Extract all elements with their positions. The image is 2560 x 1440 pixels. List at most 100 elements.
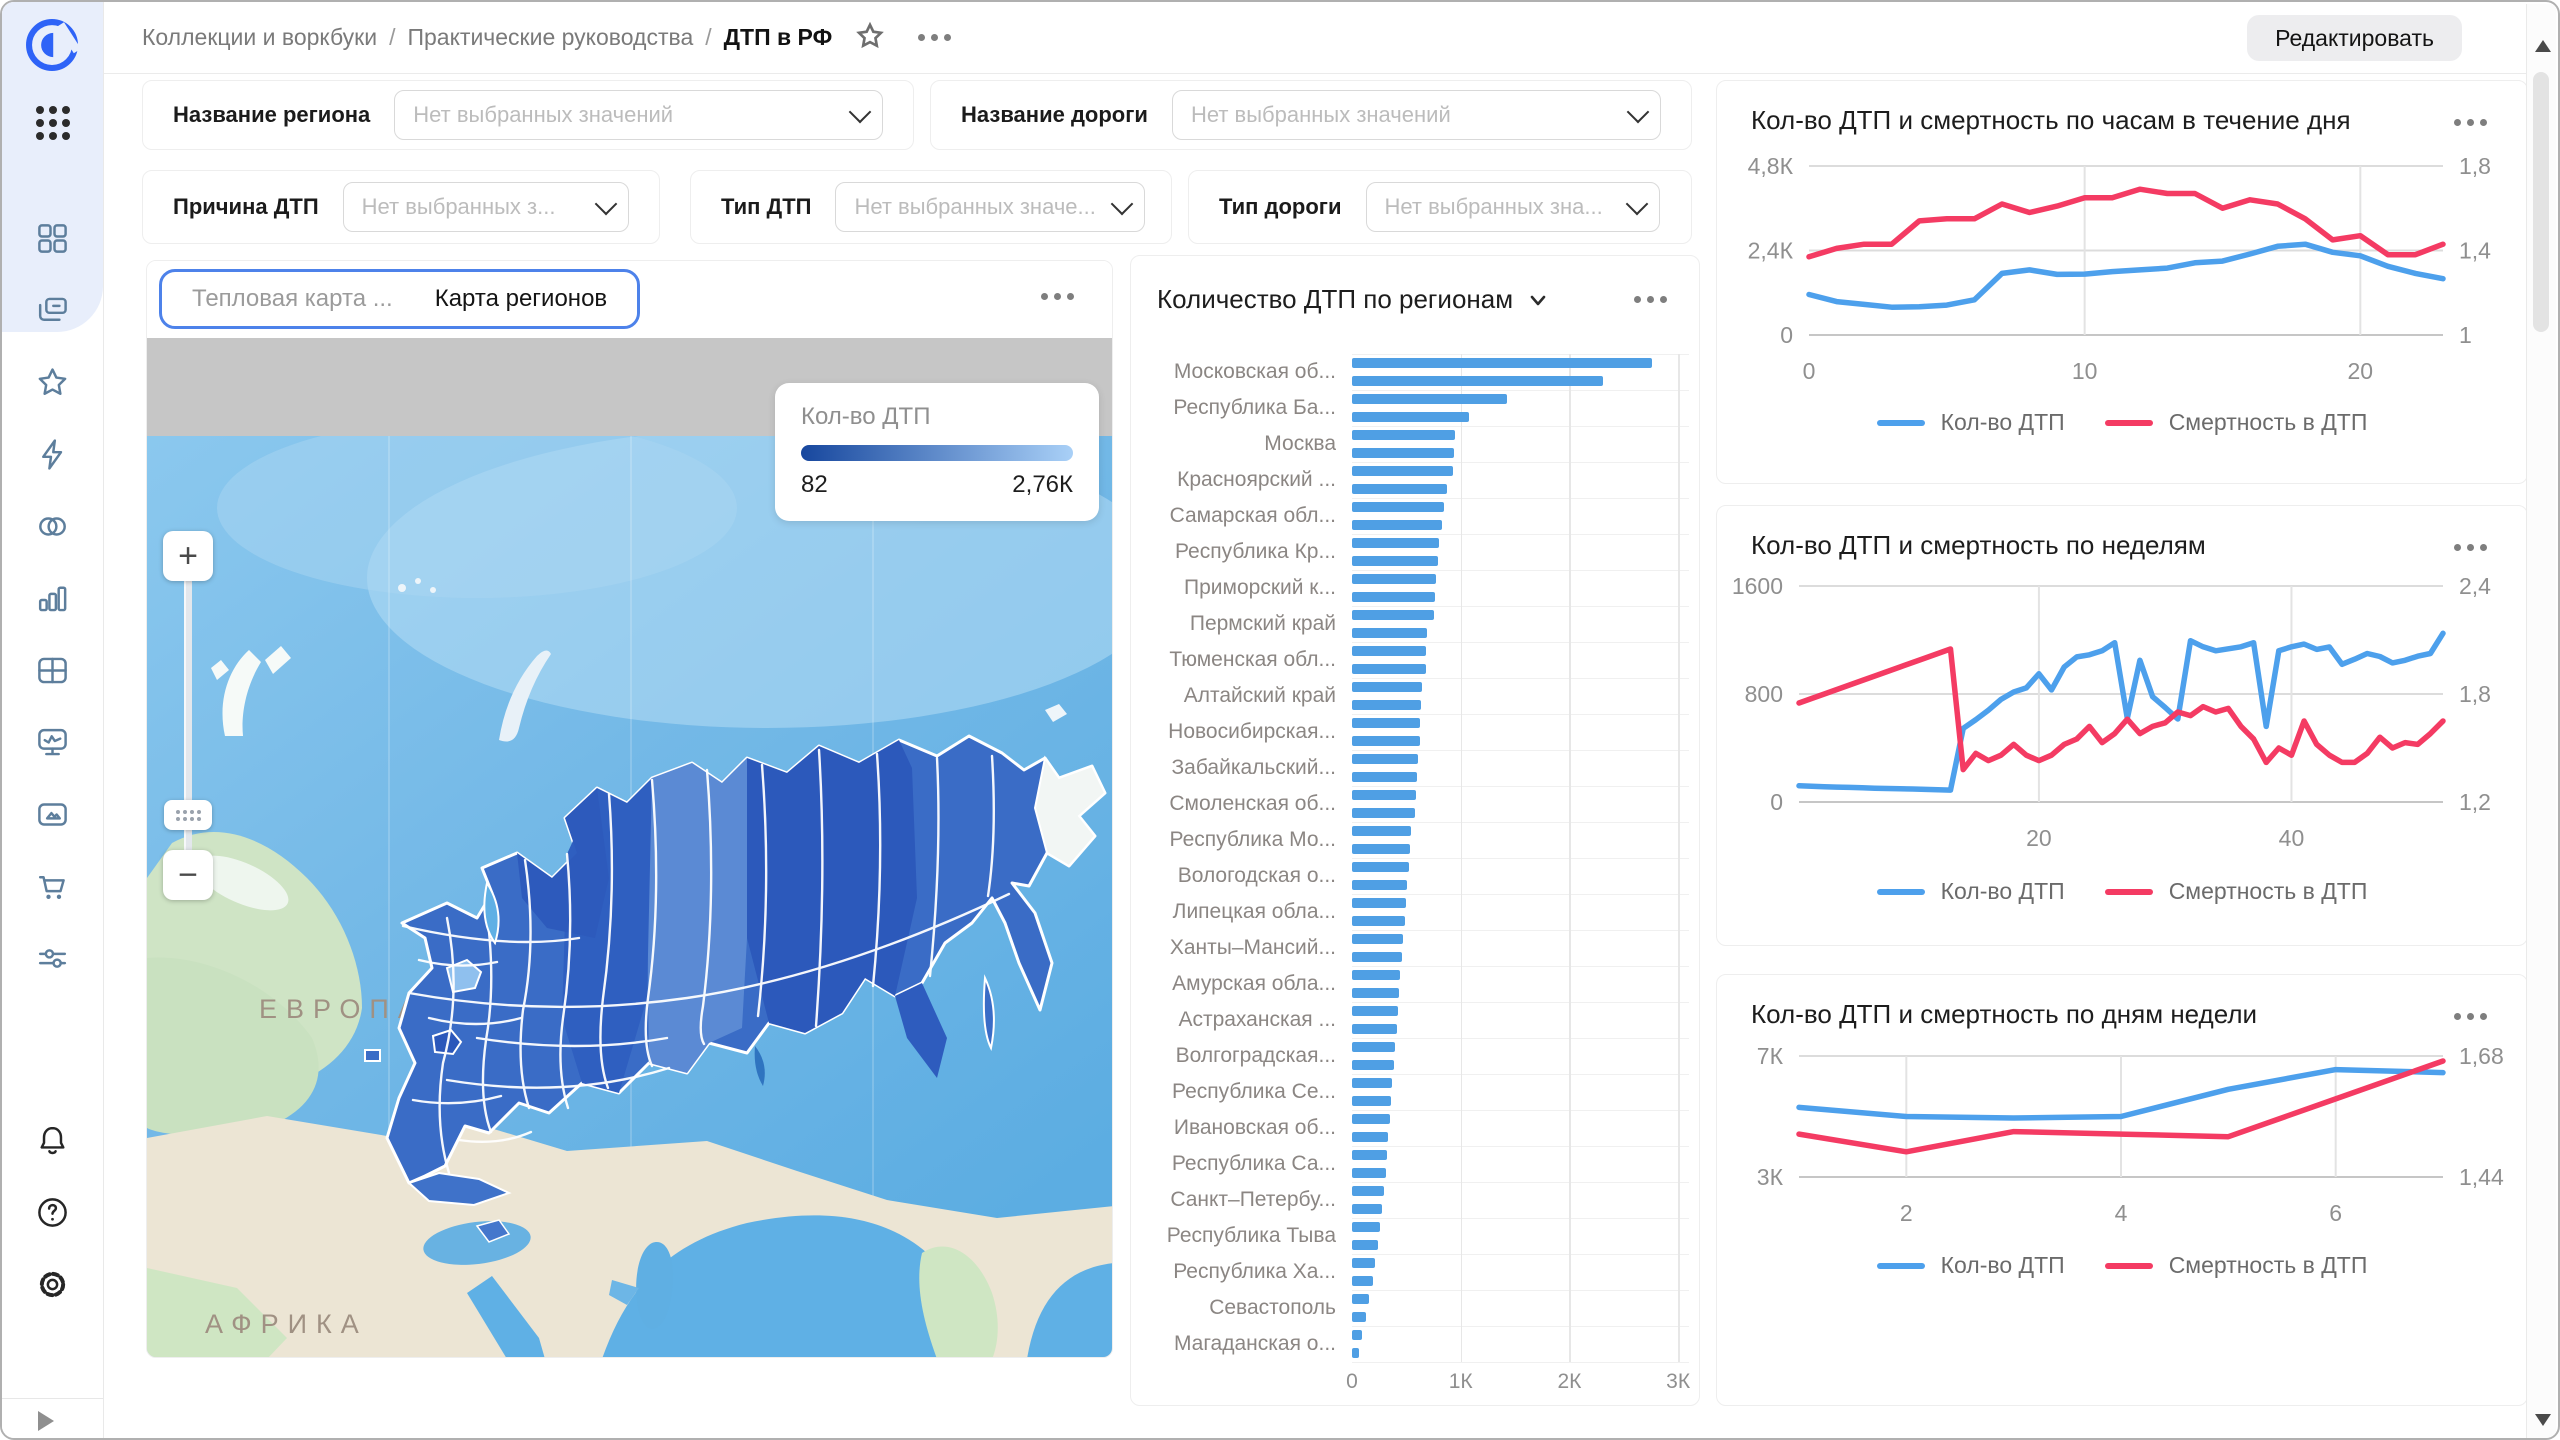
- bar[interactable]: [1352, 502, 1445, 512]
- hours-chart-more-menu[interactable]: [2448, 113, 2493, 132]
- bar[interactable]: [1352, 1348, 1359, 1358]
- legend-item[interactable]: Смертность в ДТП: [2104, 878, 2367, 905]
- breadcrumb-collections[interactable]: Коллекции и воркбуки: [142, 24, 378, 50]
- bar[interactable]: [1352, 880, 1408, 890]
- map-zoom-slider[interactable]: [184, 578, 192, 854]
- bar[interactable]: [1352, 394, 1508, 404]
- bar[interactable]: [1352, 1150, 1387, 1160]
- map-zoom-out-button[interactable]: −: [163, 850, 213, 900]
- legend-item[interactable]: Смертность в ДТП: [2104, 1252, 2367, 1279]
- bar[interactable]: [1352, 574, 1436, 584]
- scroll-down-icon[interactable]: [2535, 1414, 2551, 1426]
- sidebar-item-collections[interactable]: [2, 274, 103, 346]
- bar[interactable]: [1352, 466, 1454, 476]
- bar-chart-more-menu[interactable]: [1628, 290, 1673, 309]
- filter-region-select[interactable]: Нет выбранных значений: [394, 90, 883, 140]
- bar[interactable]: [1352, 1294, 1370, 1304]
- bar[interactable]: [1352, 1096, 1392, 1106]
- legend-item[interactable]: Кол-во ДТП: [1876, 409, 2065, 436]
- bar[interactable]: [1352, 430, 1455, 440]
- bar[interactable]: [1352, 1168, 1386, 1178]
- legend-item[interactable]: Смертность в ДТП: [2104, 409, 2367, 436]
- bar[interactable]: [1352, 1078, 1393, 1088]
- tab-heatmap[interactable]: Тепловая карта ...: [192, 285, 393, 312]
- weeks-chart-more-menu[interactable]: [2448, 538, 2493, 557]
- sidebar-item-services[interactable]: [2, 922, 103, 994]
- bar[interactable]: [1352, 1060, 1394, 1070]
- bar[interactable]: [1352, 358, 1653, 368]
- bar[interactable]: [1352, 1276, 1373, 1286]
- sidebar-item-connections[interactable]: [2, 418, 103, 490]
- bar[interactable]: [1352, 1240, 1379, 1250]
- bar[interactable]: [1352, 808, 1416, 818]
- bar[interactable]: [1352, 826, 1411, 836]
- bar[interactable]: [1352, 862, 1409, 872]
- filter-accident-type-select[interactable]: Нет выбранных значе...: [835, 182, 1145, 232]
- bar[interactable]: [1352, 682, 1422, 692]
- datalens-logo[interactable]: [23, 16, 81, 74]
- bar[interactable]: [1352, 934, 1404, 944]
- bar[interactable]: [1352, 1186, 1385, 1196]
- bar[interactable]: [1352, 376, 1604, 386]
- bar[interactable]: [1352, 412, 1470, 422]
- bar[interactable]: [1352, 988, 1399, 998]
- bar[interactable]: [1352, 664, 1426, 674]
- edit-button[interactable]: Редактировать: [2247, 15, 2462, 61]
- bar[interactable]: [1352, 484, 1447, 494]
- apps-grid-icon[interactable]: [32, 102, 74, 144]
- bar[interactable]: [1352, 646, 1427, 656]
- bar[interactable]: [1352, 556, 1438, 566]
- chevron-down-icon[interactable]: [1527, 289, 1549, 311]
- map-more-menu[interactable]: [1035, 287, 1080, 306]
- settings-button[interactable]: [2, 1248, 103, 1320]
- bar[interactable]: [1352, 754, 1419, 764]
- filter-road-type-select[interactable]: Нет выбранных зна...: [1365, 182, 1660, 232]
- filter-cause-select[interactable]: Нет выбранных з...: [342, 182, 629, 232]
- bar[interactable]: [1352, 610, 1435, 620]
- bar[interactable]: [1352, 448, 1455, 458]
- tab-regions-map[interactable]: Карта регионов: [434, 285, 608, 312]
- bar[interactable]: [1352, 1006, 1398, 1016]
- bar[interactable]: [1352, 1042, 1395, 1052]
- bar[interactable]: [1352, 952, 1402, 962]
- sidebar-item-gallery[interactable]: [2, 778, 103, 850]
- bar[interactable]: [1352, 736, 1420, 746]
- bar[interactable]: [1352, 1312, 1367, 1322]
- sidebar-item-datasets[interactable]: [2, 490, 103, 562]
- bar[interactable]: [1352, 1222, 1381, 1232]
- map-zoom-in-button[interactable]: +: [163, 531, 213, 581]
- bar[interactable]: [1352, 970, 1400, 980]
- bar[interactable]: [1352, 700, 1422, 710]
- map-zoom-handle[interactable]: [164, 800, 212, 830]
- sidebar-item-charts[interactable]: [2, 562, 103, 634]
- bar[interactable]: [1352, 844, 1410, 854]
- header-more-menu[interactable]: [912, 28, 957, 47]
- expand-sidebar-icon[interactable]: [38, 1410, 54, 1431]
- bar[interactable]: [1352, 520, 1443, 530]
- bar[interactable]: [1352, 1204, 1383, 1214]
- help-button[interactable]: [2, 1176, 103, 1248]
- weekdays-chart-more-menu[interactable]: [2448, 1007, 2493, 1026]
- bar[interactable]: [1352, 628, 1427, 638]
- sidebar-item-tables[interactable]: [2, 634, 103, 706]
- breadcrumb-guides[interactable]: Практические руководства: [407, 24, 694, 50]
- scroll-up-icon[interactable]: [2535, 40, 2551, 52]
- bar[interactable]: [1352, 1258, 1376, 1268]
- bar[interactable]: [1352, 718, 1421, 728]
- filter-road-select[interactable]: Нет выбранных значений: [1171, 90, 1661, 140]
- legend-item[interactable]: Кол-во ДТП: [1876, 878, 2065, 905]
- sidebar-item-favorites[interactable]: [2, 346, 103, 418]
- sidebar-item-widgets[interactable]: [2, 202, 103, 274]
- bar[interactable]: [1352, 1024, 1397, 1034]
- bar[interactable]: [1352, 898, 1407, 908]
- favorite-star-button[interactable]: [854, 20, 886, 55]
- bar[interactable]: [1352, 592, 1436, 602]
- sidebar-item-dashboards[interactable]: [2, 706, 103, 778]
- legend-item[interactable]: Кол-во ДТП: [1876, 1252, 2065, 1279]
- notifications-button[interactable]: [2, 1104, 103, 1176]
- bar[interactable]: [1352, 1114, 1390, 1124]
- bar[interactable]: [1352, 1132, 1389, 1142]
- vertical-scrollbar[interactable]: [2526, 4, 2556, 1438]
- bar[interactable]: [1352, 538, 1439, 548]
- scrollbar-thumb[interactable]: [2533, 72, 2549, 332]
